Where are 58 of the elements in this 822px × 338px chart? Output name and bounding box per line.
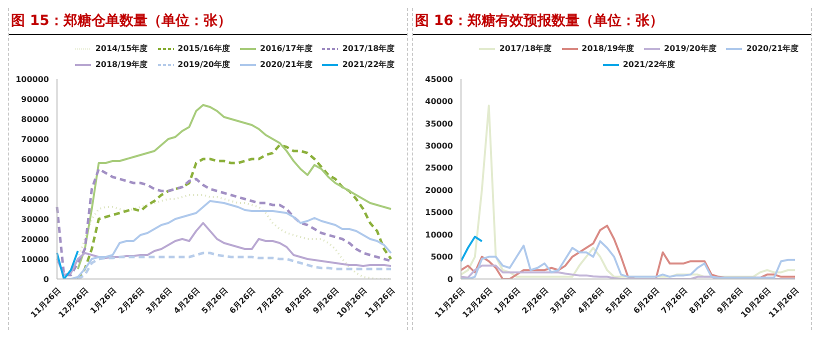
chart-title: 图 15：郑糖仓单数量（单位：张）: [9, 8, 407, 35]
y-tick-label: 10000: [425, 230, 454, 240]
legend-label: 2016/17年度: [260, 44, 312, 54]
y-tick-label: 15000: [425, 208, 454, 218]
y-tick-label: 0: [43, 274, 50, 284]
x-tick-label: 7月26日: [660, 286, 690, 316]
legend-label: 2019/20年度: [178, 60, 230, 70]
chart-title: 图 16：郑糖有效预报数量（单位：张）: [413, 8, 811, 35]
line-series: [460, 236, 483, 262]
y-tick-label: 35000: [425, 119, 454, 128]
line-series: [56, 250, 79, 279]
legend-label: 2020/21年度: [260, 60, 312, 70]
y-tick-label: 45000: [425, 74, 454, 84]
x-tick-label: 8月26日: [687, 286, 717, 316]
y-tick-label: 10000: [21, 254, 50, 264]
x-tick-label: 6月26日: [632, 286, 662, 316]
y-tick-label: 60000: [21, 154, 50, 164]
y-tick-label: 20000: [21, 234, 50, 244]
legend-label: 2017/18年度: [499, 44, 552, 54]
x-tick-label: 1月26日: [492, 286, 522, 316]
legend-label: 2017/18年度: [342, 44, 395, 54]
legend-label: 2018/19年度: [95, 60, 148, 70]
y-tick-label: 5000: [430, 252, 454, 262]
y-tick-label: 0: [447, 274, 454, 284]
x-tick-label: 5月26日: [200, 286, 230, 316]
x-tick-label: 2月26日: [520, 286, 550, 316]
legend-label: 2014/15年度: [95, 44, 148, 54]
line-series: [56, 168, 392, 276]
legend-label: 2021/22年度: [622, 60, 676, 70]
x-tick-label: 3月26日: [144, 286, 174, 316]
y-tick-label: 50000: [21, 174, 50, 184]
line-series: [76, 104, 392, 270]
x-tick-label: 1月26日: [88, 286, 118, 316]
y-tick-label: 25000: [425, 164, 454, 173]
y-tick-label: 40000: [21, 194, 50, 204]
y-tick-label: 100000: [16, 74, 50, 84]
x-tick-label: 4月26日: [576, 286, 606, 316]
x-tick-label: 7月26日: [256, 286, 286, 316]
x-tick-label: 2月26日: [116, 286, 146, 316]
x-tick-label: 4月26日: [172, 286, 202, 316]
legend-label: 2019/20年度: [664, 44, 716, 54]
x-tick-label: 5月26日: [604, 286, 634, 316]
line-series: [76, 144, 392, 279]
y-tick-label: 70000: [21, 134, 50, 144]
y-tick-label: 30000: [425, 142, 454, 151]
y-tick-label: 30000: [21, 214, 50, 224]
line-series: [56, 222, 392, 276]
x-tick-label: 6月26日: [228, 286, 258, 316]
x-tick-label: 8月26日: [283, 286, 313, 316]
legend-label: 2020/21年度: [746, 44, 799, 54]
legend-label: 2021/22年度: [342, 60, 395, 70]
y-tick-label: 20000: [425, 186, 454, 195]
legend-label: 2018/19年度: [582, 44, 634, 54]
legend-label: 2015/16年度: [178, 44, 230, 54]
y-tick-label: 80000: [21, 114, 50, 124]
y-tick-label: 90000: [21, 94, 50, 104]
y-tick-label: 40000: [425, 97, 454, 106]
x-tick-label: 3月26日: [548, 286, 578, 316]
